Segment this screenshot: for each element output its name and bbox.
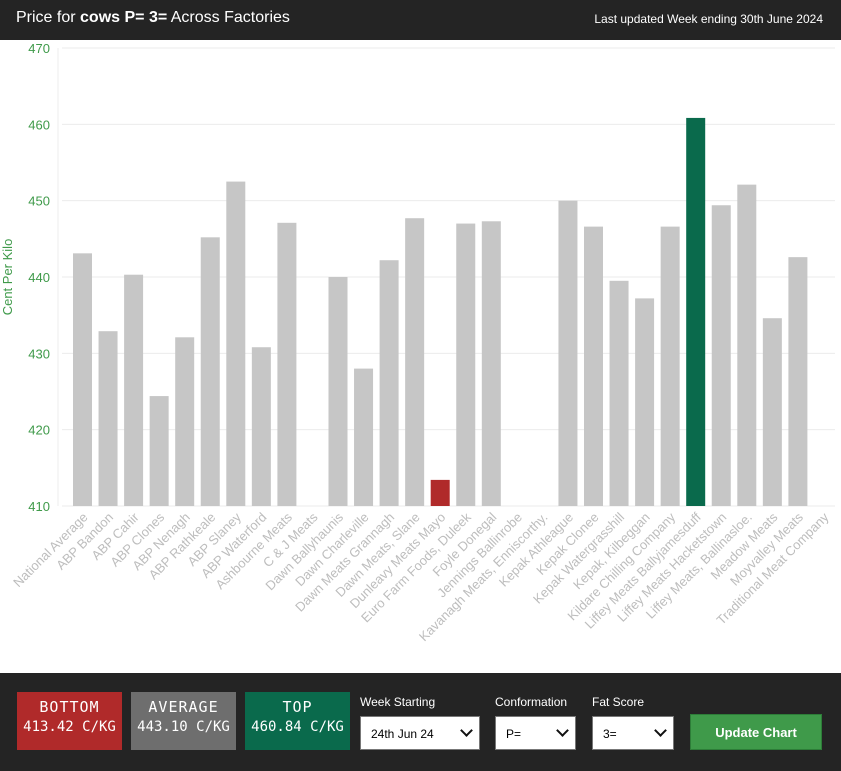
bar bbox=[558, 200, 578, 506]
control-bar: BOTTOM 413.42 C/KG AVERAGE 443.10 C/KG T… bbox=[0, 673, 841, 771]
bar bbox=[328, 277, 348, 506]
bar bbox=[251, 347, 271, 506]
y-tick-label: 430 bbox=[28, 346, 50, 361]
title-suffix: Across Factories bbox=[167, 9, 290, 26]
week-field: Week Starting 24th Jun 24 bbox=[360, 695, 480, 750]
bar bbox=[711, 205, 731, 506]
chevron-down-icon bbox=[556, 724, 569, 737]
bar bbox=[405, 218, 425, 506]
bottom-label: BOTTOM bbox=[39, 698, 100, 716]
bar bbox=[584, 226, 603, 506]
average-label: AVERAGE bbox=[148, 698, 219, 716]
bar bbox=[481, 221, 501, 506]
chevron-down-icon bbox=[654, 724, 667, 737]
week-value: 24th Jun 24 bbox=[371, 727, 434, 741]
top-label: TOP bbox=[282, 698, 313, 716]
bar bbox=[98, 331, 118, 506]
bar bbox=[73, 253, 92, 506]
bar bbox=[149, 396, 169, 506]
last-updated: Last updated Week ending 30th June 2024 bbox=[594, 12, 823, 26]
bar bbox=[609, 280, 629, 506]
bottom-price-box: BOTTOM 413.42 C/KG bbox=[17, 692, 122, 750]
week-label: Week Starting bbox=[360, 695, 436, 709]
chart-area: 410 420 430 440 450 460 470 Cent Per Kilo Nation… bbox=[0, 40, 841, 673]
week-select[interactable]: 24th Jun 24 bbox=[360, 716, 480, 750]
bar bbox=[277, 222, 297, 506]
conformation-field: Conformation P= bbox=[495, 695, 576, 750]
y-tick-label: 440 bbox=[28, 270, 50, 285]
page-title: Price for cows P= 3= Across Factories bbox=[16, 9, 290, 27]
title-prefix: Price for bbox=[16, 9, 81, 26]
y-tick-label: 410 bbox=[28, 499, 50, 514]
bottom-value: 413.42 C/KG bbox=[23, 719, 116, 735]
update-chart-button[interactable]: Update Chart bbox=[690, 714, 822, 750]
bar bbox=[737, 184, 757, 507]
bar bbox=[124, 274, 144, 506]
bar bbox=[379, 260, 399, 506]
bar bbox=[635, 298, 655, 506]
y-tick-label: 450 bbox=[28, 194, 50, 209]
y-tick-label: 470 bbox=[28, 41, 50, 56]
bar bbox=[226, 181, 246, 507]
bar bbox=[762, 318, 782, 506]
y-tick-label: 460 bbox=[28, 117, 50, 132]
bar bbox=[788, 257, 808, 506]
title-bold: cows P= 3= bbox=[80, 9, 168, 26]
average-value: 443.10 C/KG bbox=[137, 719, 230, 735]
bar bbox=[175, 337, 195, 506]
conformation-value: P= bbox=[506, 727, 522, 741]
fat-score-select[interactable]: 3= bbox=[592, 716, 674, 750]
header-bar: Price for cows P= 3= Across Factories La… bbox=[0, 0, 841, 40]
bar bbox=[200, 237, 220, 506]
fat-score-label: Fat Score bbox=[592, 695, 645, 709]
fat-score-field: Fat Score 3= bbox=[592, 695, 674, 750]
bar bbox=[354, 368, 374, 506]
bar bbox=[456, 223, 476, 507]
bar bbox=[660, 226, 680, 506]
average-price-box: AVERAGE 443.10 C/KG bbox=[131, 692, 236, 750]
chevron-down-icon bbox=[460, 724, 473, 737]
fat-score-value: 3= bbox=[603, 727, 617, 741]
y-tick-label: 420 bbox=[28, 423, 50, 438]
y-axis-label: Cent Per Kilo bbox=[0, 239, 15, 316]
bar bbox=[686, 117, 706, 507]
conformation-label: Conformation bbox=[495, 695, 568, 709]
top-value: 460.84 C/KG bbox=[251, 719, 344, 735]
bar bbox=[430, 479, 450, 506]
conformation-select[interactable]: P= bbox=[495, 716, 576, 750]
top-price-box: TOP 460.84 C/KG bbox=[245, 692, 350, 750]
